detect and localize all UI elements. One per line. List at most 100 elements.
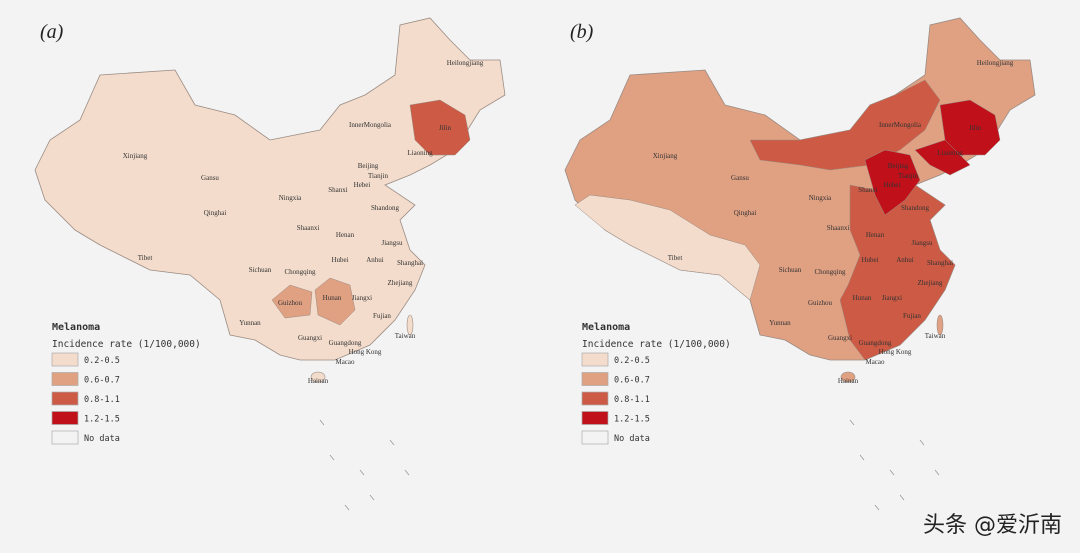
legend-label: 0.2-0.5 — [84, 356, 120, 366]
south-sea-island-mark — [319, 419, 325, 426]
province-label: Liaoning — [937, 149, 963, 157]
province-label: Hainan — [838, 377, 859, 385]
legend-swatch — [581, 411, 609, 425]
panel-label: (a) — [40, 21, 64, 43]
hainan-island — [310, 371, 326, 383]
watermark: 头条 @爱沂南 — [923, 513, 1062, 538]
province-label: Gansu — [731, 174, 749, 182]
taiwan-island — [406, 314, 414, 336]
province-label: Gansu — [201, 174, 219, 182]
province-label: Fujian — [903, 312, 921, 320]
province-hebei — [864, 149, 921, 216]
legend-label: No data — [614, 434, 650, 444]
province-label: Chongqing — [814, 268, 846, 276]
south-sea-island-mark — [899, 494, 905, 501]
province-guizhou — [271, 284, 313, 319]
legend-swatch — [51, 391, 79, 406]
province-label: Hebei — [354, 181, 371, 189]
province-label: Guangxi — [828, 334, 852, 342]
province-label: Chongqing — [284, 268, 316, 276]
province-label: Hunan — [853, 294, 872, 302]
south-sea-island-mark — [889, 469, 895, 476]
province-label: Tibet — [668, 254, 683, 262]
province-label: Jiangxi — [882, 294, 902, 302]
province-label: Hainan — [308, 377, 329, 385]
province-label: Xinjiang — [653, 152, 678, 160]
panel-label: (b) — [570, 21, 594, 43]
province-label: Henan — [336, 231, 355, 239]
legend-swatch — [51, 372, 79, 386]
province-label: Jiangsu — [912, 239, 934, 247]
province-label: Taiwan — [925, 332, 946, 340]
province-label: Liaoning — [407, 149, 433, 157]
south-sea-island-mark — [919, 439, 925, 446]
legend-subtitle: Incidence rate (1/100,000) — [582, 339, 731, 350]
legend-title: Melanoma — [582, 322, 630, 333]
province-label: Shaanxi — [297, 224, 320, 232]
province-label: Guangdong — [329, 339, 362, 347]
province-label: Hubei — [861, 256, 878, 264]
legend-label: 0.6-0.7 — [614, 376, 650, 386]
province-label: Sichuan — [779, 266, 802, 274]
legend-swatch — [581, 391, 609, 406]
south-sea-island-mark — [934, 469, 940, 476]
province-label: InnerMongolia — [349, 121, 392, 129]
province-innermongolia — [749, 79, 941, 171]
province-label: Hong Kong — [879, 348, 912, 356]
province-label: Hunan — [323, 294, 342, 302]
province-label: Xinjiang — [123, 152, 148, 160]
legend-swatch — [51, 430, 79, 445]
legend-subtitle: Incidence rate (1/100,000) — [52, 339, 201, 350]
legend-swatch — [51, 352, 79, 367]
map-panel-a: (a) Heilongjiang InnerMongolia Jilin Liaonin… — [34, 17, 506, 511]
province-liaoning — [914, 139, 971, 176]
province-label: Hong Kong — [349, 348, 382, 356]
province-label: Shandong — [371, 204, 400, 212]
legend-label: 1.2-1.5 — [84, 415, 120, 425]
province-label: Jilin — [969, 124, 982, 132]
hainan-island — [840, 371, 856, 383]
legend-swatch — [581, 372, 609, 386]
province-label: Henan — [866, 231, 885, 239]
province-label: Guangxi — [298, 334, 322, 342]
province-tibet — [574, 194, 761, 301]
province-label: Beijing — [888, 162, 909, 170]
south-sea-island-mark — [359, 469, 365, 476]
province-label: Shanxi — [328, 186, 348, 194]
province-label: Guizhou — [278, 299, 303, 307]
province-label: Shandong — [901, 204, 930, 212]
province-label: InnerMongolia — [879, 121, 922, 129]
south-sea-island-mark — [859, 454, 865, 461]
south-sea-island-mark — [329, 454, 335, 461]
province-label: Macao — [335, 358, 355, 366]
province-label: Tibet — [138, 254, 153, 262]
province-label: Fujian — [373, 312, 391, 320]
province-label: Jiangxi — [352, 294, 372, 302]
province-label: Tianjin — [368, 172, 388, 180]
province-label: Yunnan — [769, 319, 791, 327]
province-label: Beijing — [358, 162, 379, 170]
province-label: Yunnan — [239, 319, 261, 327]
province-label: Shaanxi — [827, 224, 850, 232]
province-label: Qinghai — [734, 209, 757, 217]
province-label: Shanxi — [858, 186, 878, 194]
province-label: Guangdong — [859, 339, 892, 347]
legend-label: 0.8-1.1 — [614, 395, 650, 405]
province-label: Qinghai — [204, 209, 227, 217]
south-sea-island-mark — [344, 504, 350, 511]
province-label: Sichuan — [249, 266, 272, 274]
province-label: Shanghai — [927, 259, 953, 267]
legend-title: Melanoma — [52, 322, 100, 333]
south-sea-island-mark — [404, 469, 410, 476]
province-label: Guizhou — [808, 299, 833, 307]
province-label: Jilin — [439, 124, 452, 132]
province-label: Shanghai — [397, 259, 423, 267]
legend-swatch — [51, 411, 79, 425]
south-sea-island-mark — [849, 419, 855, 426]
province-label: Tianjin — [898, 172, 918, 180]
province-label: Hebei — [884, 181, 901, 189]
legend-label: 1.2-1.5 — [614, 415, 650, 425]
province-label: Heilongjiang — [447, 59, 484, 67]
legend-label: 0.2-0.5 — [614, 356, 650, 366]
